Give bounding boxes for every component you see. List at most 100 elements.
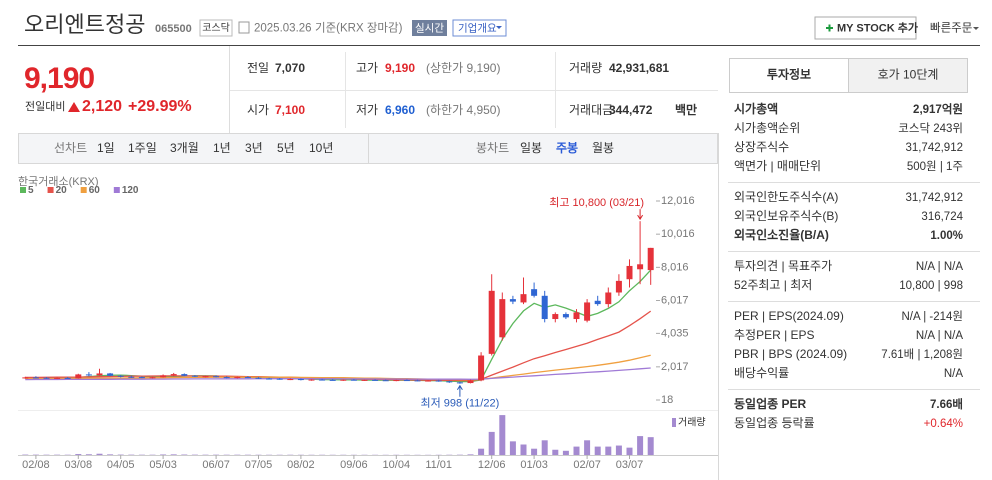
- x-tick-label: 03/08: [65, 459, 93, 471]
- info-value: N/A | N/A: [916, 261, 963, 273]
- candle-body: [615, 280, 622, 293]
- candle-body: [138, 377, 145, 379]
- candle-body: [520, 294, 527, 303]
- volume-bar: [605, 446, 612, 455]
- period-tab[interactable]: 10년: [309, 141, 333, 155]
- candle-body: [531, 289, 538, 296]
- info-label: 52주최고 | 최저: [734, 278, 812, 292]
- period-tab[interactable]: 3개월: [170, 141, 199, 155]
- basis: 기준(KRX 장마감): [315, 22, 403, 35]
- candle-body: [85, 374, 92, 376]
- candle-body: [329, 379, 336, 381]
- candle-body: [478, 355, 485, 381]
- candle-body: [96, 373, 103, 376]
- x-tick-label: 04/05: [107, 459, 135, 471]
- volume-label: 거래량: [678, 417, 706, 429]
- up-arrow: [68, 102, 80, 112]
- info-label: 투자의견 | 목표주가: [734, 259, 832, 273]
- info-tab-label[interactable]: 투자정보: [767, 67, 811, 82]
- x-tick-label: 12/06: [478, 459, 506, 471]
- info-value: N/A | N/A: [916, 330, 963, 342]
- info-label: 외국인소진율(B/A): [734, 227, 829, 242]
- candle-body: [446, 381, 453, 383]
- period-tab[interactable]: 5년: [277, 141, 295, 155]
- volume-bar: [488, 431, 495, 455]
- candle-body: [372, 379, 379, 381]
- period-tab[interactable]: 주봉: [556, 141, 578, 155]
- dropdown-icon: [973, 27, 979, 30]
- legend-label: 120: [122, 185, 139, 196]
- summary-unit: 백만: [675, 102, 697, 117]
- info-label: 외국인한도주식수(A): [734, 190, 838, 204]
- chart-source: 한국거래소(KRX): [18, 175, 99, 188]
- candle-body: [191, 375, 198, 377]
- realtime[interactable]: 실시간: [415, 22, 444, 34]
- period-tab[interactable]: 월봉: [592, 141, 614, 155]
- my-stock[interactable]: MY STOCK 추가: [837, 20, 918, 34]
- candle-body: [499, 299, 506, 338]
- legend-label: 60: [89, 185, 101, 196]
- volume-bar: [562, 450, 569, 455]
- candle-body: [425, 380, 432, 382]
- volume-bar: [160, 454, 167, 455]
- period-tab[interactable]: 일봉: [520, 141, 542, 155]
- quick-order[interactable]: 빠른주문: [930, 22, 972, 35]
- summary-label: 전일: [247, 61, 269, 75]
- y-tick-label: 2,017: [661, 361, 689, 373]
- candle-body: [573, 312, 580, 320]
- legend-label: 20: [56, 185, 68, 196]
- candle-body: [32, 377, 39, 379]
- x-tick-label: 03/07: [616, 459, 644, 471]
- candle-body: [361, 379, 368, 381]
- info-tab-label[interactable]: 호가 10단계: [878, 68, 939, 82]
- info-label: PER | EPS(2024.09): [734, 309, 844, 323]
- overview[interactable]: 기업개요: [458, 21, 497, 34]
- legend-swatch: [20, 187, 26, 193]
- candle-body: [509, 299, 516, 302]
- info-tab-active[interactable]: [729, 58, 849, 93]
- info-value: +0.64%: [924, 418, 963, 430]
- candle-body: [149, 377, 156, 379]
- summary-note: (하한가 4,950): [426, 103, 500, 117]
- overview-button[interactable]: [452, 19, 507, 37]
- volume-bar: [499, 415, 506, 455]
- x-tick-label: 09/06: [340, 459, 368, 471]
- line-chart-label: 선차트: [54, 141, 87, 155]
- candle-body: [117, 375, 124, 377]
- period-tab[interactable]: 1일: [97, 141, 115, 155]
- candle-body: [170, 374, 177, 376]
- realtime-badge[interactable]: [412, 20, 447, 36]
- candle-body: [234, 377, 241, 379]
- candle-body: [128, 376, 135, 378]
- y-tick-label: 4,035: [661, 327, 689, 339]
- candle-chart-label: 봉차트: [476, 141, 509, 155]
- my-stock-button[interactable]: [814, 16, 917, 40]
- summary-label: 고가: [356, 61, 378, 75]
- candle-body: [255, 377, 262, 379]
- candle-body: [202, 376, 209, 378]
- volume-bar: [107, 454, 114, 455]
- low-annotation: 최저 998 (11/22): [421, 397, 500, 410]
- period-tab[interactable]: 1주일: [128, 141, 157, 155]
- summary-value: 7,100: [275, 103, 305, 117]
- candle-body: [160, 375, 167, 378]
- high-annotation: 최고 10,800 (03/21): [549, 196, 644, 209]
- y-tick-label: 12,016: [661, 195, 695, 207]
- low-arrow: [456, 384, 463, 397]
- info-value: 10,800 | 998: [899, 280, 963, 292]
- candle-body: [43, 377, 50, 379]
- candle-body: [584, 302, 591, 321]
- legend-swatch: [113, 187, 120, 193]
- candle-body: [64, 377, 71, 379]
- info-tab[interactable]: [848, 58, 968, 93]
- period-tab[interactable]: 1년: [213, 141, 231, 155]
- moving-average: [25, 367, 651, 381]
- period-tab[interactable]: 3년: [245, 141, 263, 155]
- plus-icon: [826, 24, 833, 32]
- info-value: N/A: [944, 368, 964, 380]
- volume-bar: [647, 437, 654, 455]
- volume-bar: [509, 441, 516, 455]
- candle-body: [213, 376, 220, 378]
